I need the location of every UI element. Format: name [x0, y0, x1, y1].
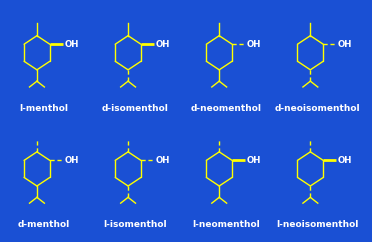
Text: l-neomenthol: l-neomenthol — [192, 220, 260, 229]
Text: OH: OH — [155, 156, 170, 165]
Text: d-isomenthol: d-isomenthol — [102, 104, 169, 113]
Text: OH: OH — [338, 40, 352, 49]
Text: OH: OH — [64, 156, 78, 165]
Text: OH: OH — [64, 40, 78, 49]
Text: d-menthol: d-menthol — [18, 220, 70, 229]
Text: d-neoisomenthol: d-neoisomenthol — [275, 104, 360, 113]
Text: d-neomenthol: d-neomenthol — [191, 104, 262, 113]
Text: OH: OH — [247, 40, 261, 49]
Text: l-menthol: l-menthol — [19, 104, 68, 113]
Text: OH: OH — [338, 156, 352, 165]
Text: l-neoisomenthol: l-neoisomenthol — [276, 220, 359, 229]
Text: l-isomenthol: l-isomenthol — [103, 220, 167, 229]
Text: OH: OH — [247, 156, 261, 165]
Text: OH: OH — [155, 40, 170, 49]
